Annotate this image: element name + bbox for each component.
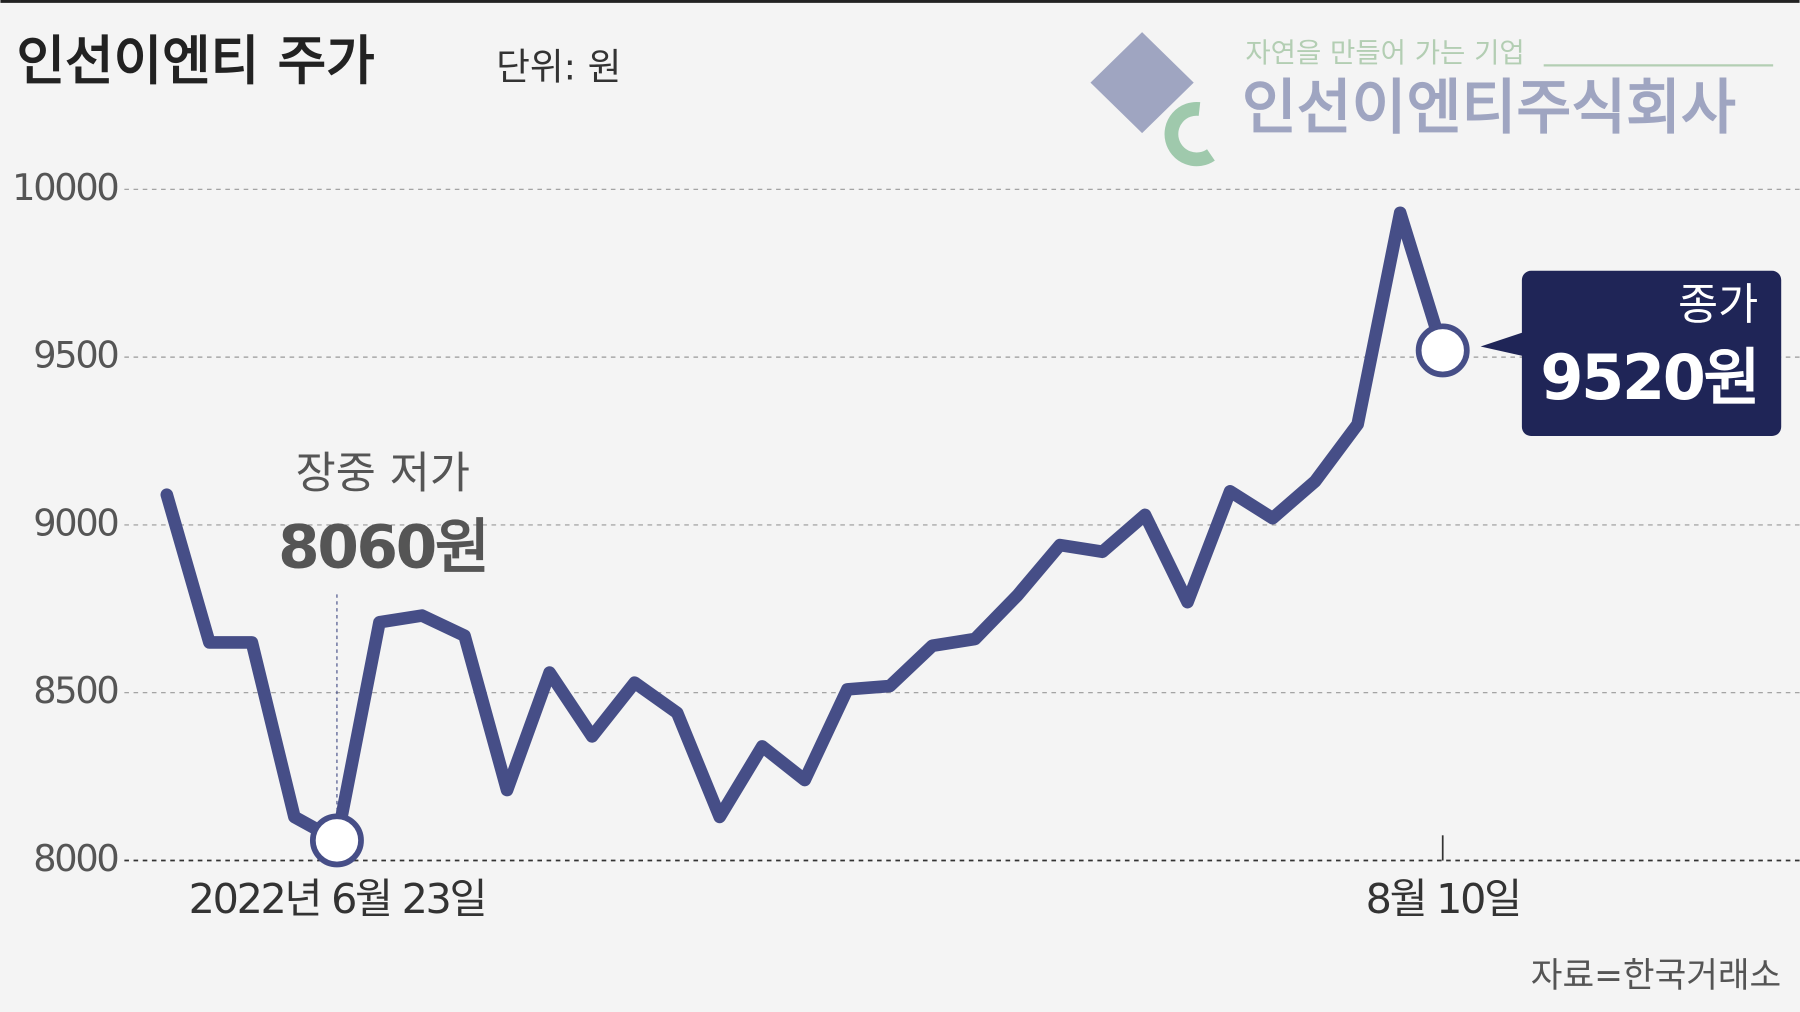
subtitle: 단위: 원 bbox=[496, 45, 621, 88]
x-tick-label: 2022년 6월 23일 bbox=[189, 875, 486, 923]
y-tick-label: 8000 bbox=[33, 837, 117, 880]
y-tick-label: 8500 bbox=[33, 669, 117, 712]
chart-title: 인선이엔티 주가 bbox=[17, 31, 375, 92]
y-tick-label: 9000 bbox=[33, 501, 117, 544]
y-tick-label: 10000 bbox=[12, 166, 117, 209]
x-tick-label: 8월 10일 bbox=[1366, 875, 1520, 923]
y-tick-label: 9500 bbox=[33, 334, 117, 377]
close-caption: 종가 bbox=[1678, 281, 1758, 331]
low-marker bbox=[309, 813, 364, 868]
source: 자료=한국거래소 bbox=[1531, 956, 1781, 996]
price-line bbox=[160, 206, 1450, 847]
close-marker bbox=[1415, 323, 1470, 378]
callout-box bbox=[1480, 270, 1782, 437]
low-caption: 장중 저가 bbox=[296, 449, 470, 499]
logo-swoosh bbox=[1164, 101, 1215, 167]
close-value: 9520원 bbox=[1540, 341, 1758, 414]
low-value: 8060원 bbox=[278, 513, 487, 582]
logo-name: 인선이엔티주식회사 bbox=[1242, 74, 1736, 143]
logo-slogan: 자연을 만들어 가는 기업 bbox=[1245, 37, 1524, 69]
